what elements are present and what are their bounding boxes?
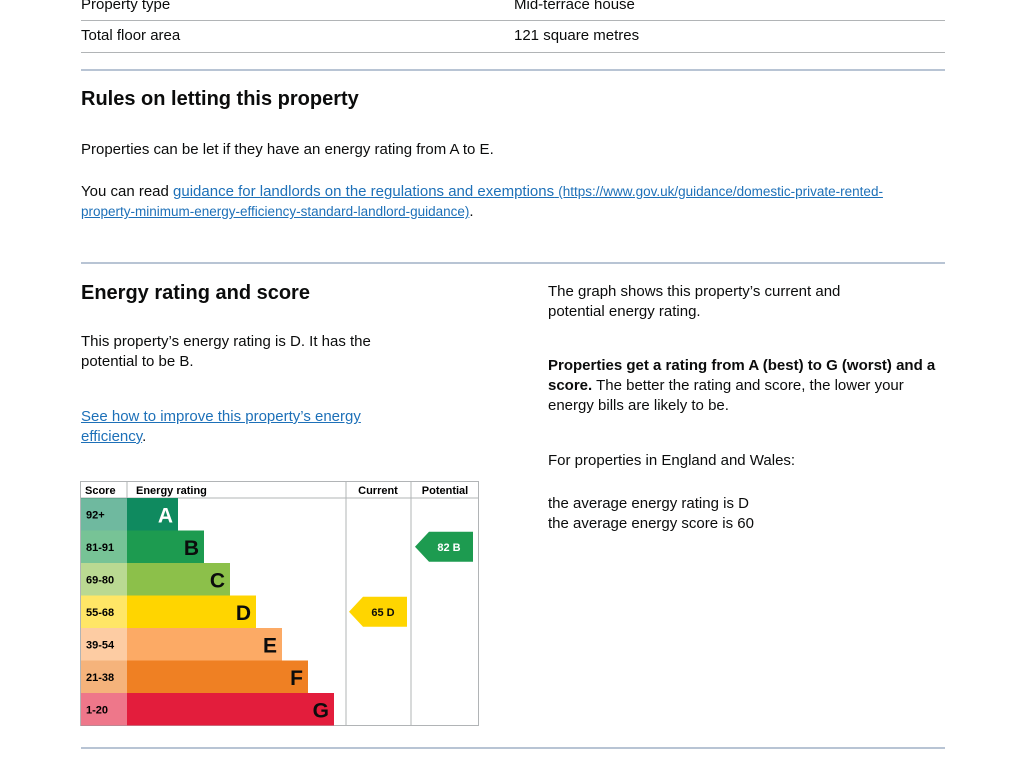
column-header: Energy rating — [136, 485, 207, 497]
row-label: Total floor area — [81, 27, 181, 44]
score-cell — [81, 693, 127, 726]
rating-bar — [127, 595, 256, 628]
rating-bar — [127, 498, 178, 531]
rating-letter: F — [290, 667, 303, 690]
score-cell — [81, 660, 127, 693]
score-range: 21-38 — [86, 672, 114, 684]
score-range: 1-20 — [86, 704, 108, 716]
column-header: Potential — [422, 485, 468, 497]
section-divider — [81, 747, 945, 749]
column-header: Score — [85, 485, 116, 497]
section-divider — [81, 69, 945, 71]
paragraph: Properties can be let if they have an en… — [81, 141, 494, 158]
text: The better the rating and score, the low… — [548, 377, 904, 414]
link-text[interactable]: guidance for landlords on the regulation… — [173, 183, 555, 200]
paragraph: the average energy rating is D — [548, 495, 749, 512]
rating-bar — [127, 563, 230, 596]
score-cell — [81, 595, 127, 628]
score-range: 92+ — [86, 509, 105, 521]
rating-bar — [127, 660, 308, 693]
rating-letter: E — [263, 634, 277, 657]
rating: D — [387, 607, 395, 619]
rating-bar — [127, 530, 204, 563]
score-range: 81-91 — [86, 542, 114, 554]
score-cell — [81, 498, 127, 531]
energy-chart: Score Energy rating Current Potential 92… — [80, 481, 479, 726]
rating-letter: B — [184, 537, 199, 560]
row-rule — [81, 20, 945, 21]
paragraph: For properties in England and Wales: — [548, 452, 796, 469]
text: You can read — [81, 183, 174, 200]
rating-bar — [127, 693, 334, 726]
heading: Energy rating and score — [81, 282, 310, 304]
rating-bar — [127, 628, 282, 661]
paragraph: Properties get a rating from A (best) to… — [548, 356, 948, 416]
rating-letter: C — [210, 569, 225, 592]
paragraph: The graph shows this property’s current … — [548, 283, 841, 320]
score-range: 55-68 — [86, 607, 114, 619]
current-arrow — [349, 596, 407, 627]
link[interactable]: See how to improve this property’s energ… — [81, 408, 361, 445]
rating-letter: D — [236, 602, 251, 625]
text: . — [142, 428, 147, 445]
score: 82 — [437, 542, 449, 554]
current-label: 65 D — [371, 607, 394, 619]
row-rule — [81, 52, 945, 53]
score-range: 39-54 — [86, 639, 115, 651]
paragraph: You can read guidance for landlords on t… — [81, 182, 911, 222]
score-cell — [81, 628, 127, 661]
paragraph: See how to improve this property’s energ… — [81, 407, 411, 447]
link[interactable]: guidance for landlords on the regulation… — [81, 183, 883, 220]
link-url[interactable]: (https://www.gov.uk/guidance/domestic-pr… — [81, 184, 883, 219]
row-value: 121 square metres — [514, 27, 640, 44]
rating-letter: G — [313, 699, 329, 722]
potential-label: 82 B — [437, 542, 460, 554]
rating: B — [453, 542, 461, 554]
section-divider — [81, 262, 945, 264]
score-cell — [81, 563, 127, 596]
paragraph: This property’s energy rating is D. It h… — [81, 333, 371, 370]
column-header: Current — [358, 485, 398, 497]
score: 65 — [371, 607, 383, 619]
row-label: Property type — [81, 0, 171, 13]
bold-text: Properties get a rating from A (best) to… — [548, 357, 936, 394]
text: . — [469, 203, 474, 220]
score-range: 69-80 — [86, 574, 114, 586]
score-cell — [81, 530, 127, 563]
paragraph: the average energy score is 60 — [548, 515, 754, 532]
potential-arrow — [415, 531, 473, 562]
rating-letter: A — [158, 504, 173, 527]
heading: Rules on letting this property — [81, 88, 359, 110]
row-value: Mid-terrace house — [514, 0, 635, 13]
